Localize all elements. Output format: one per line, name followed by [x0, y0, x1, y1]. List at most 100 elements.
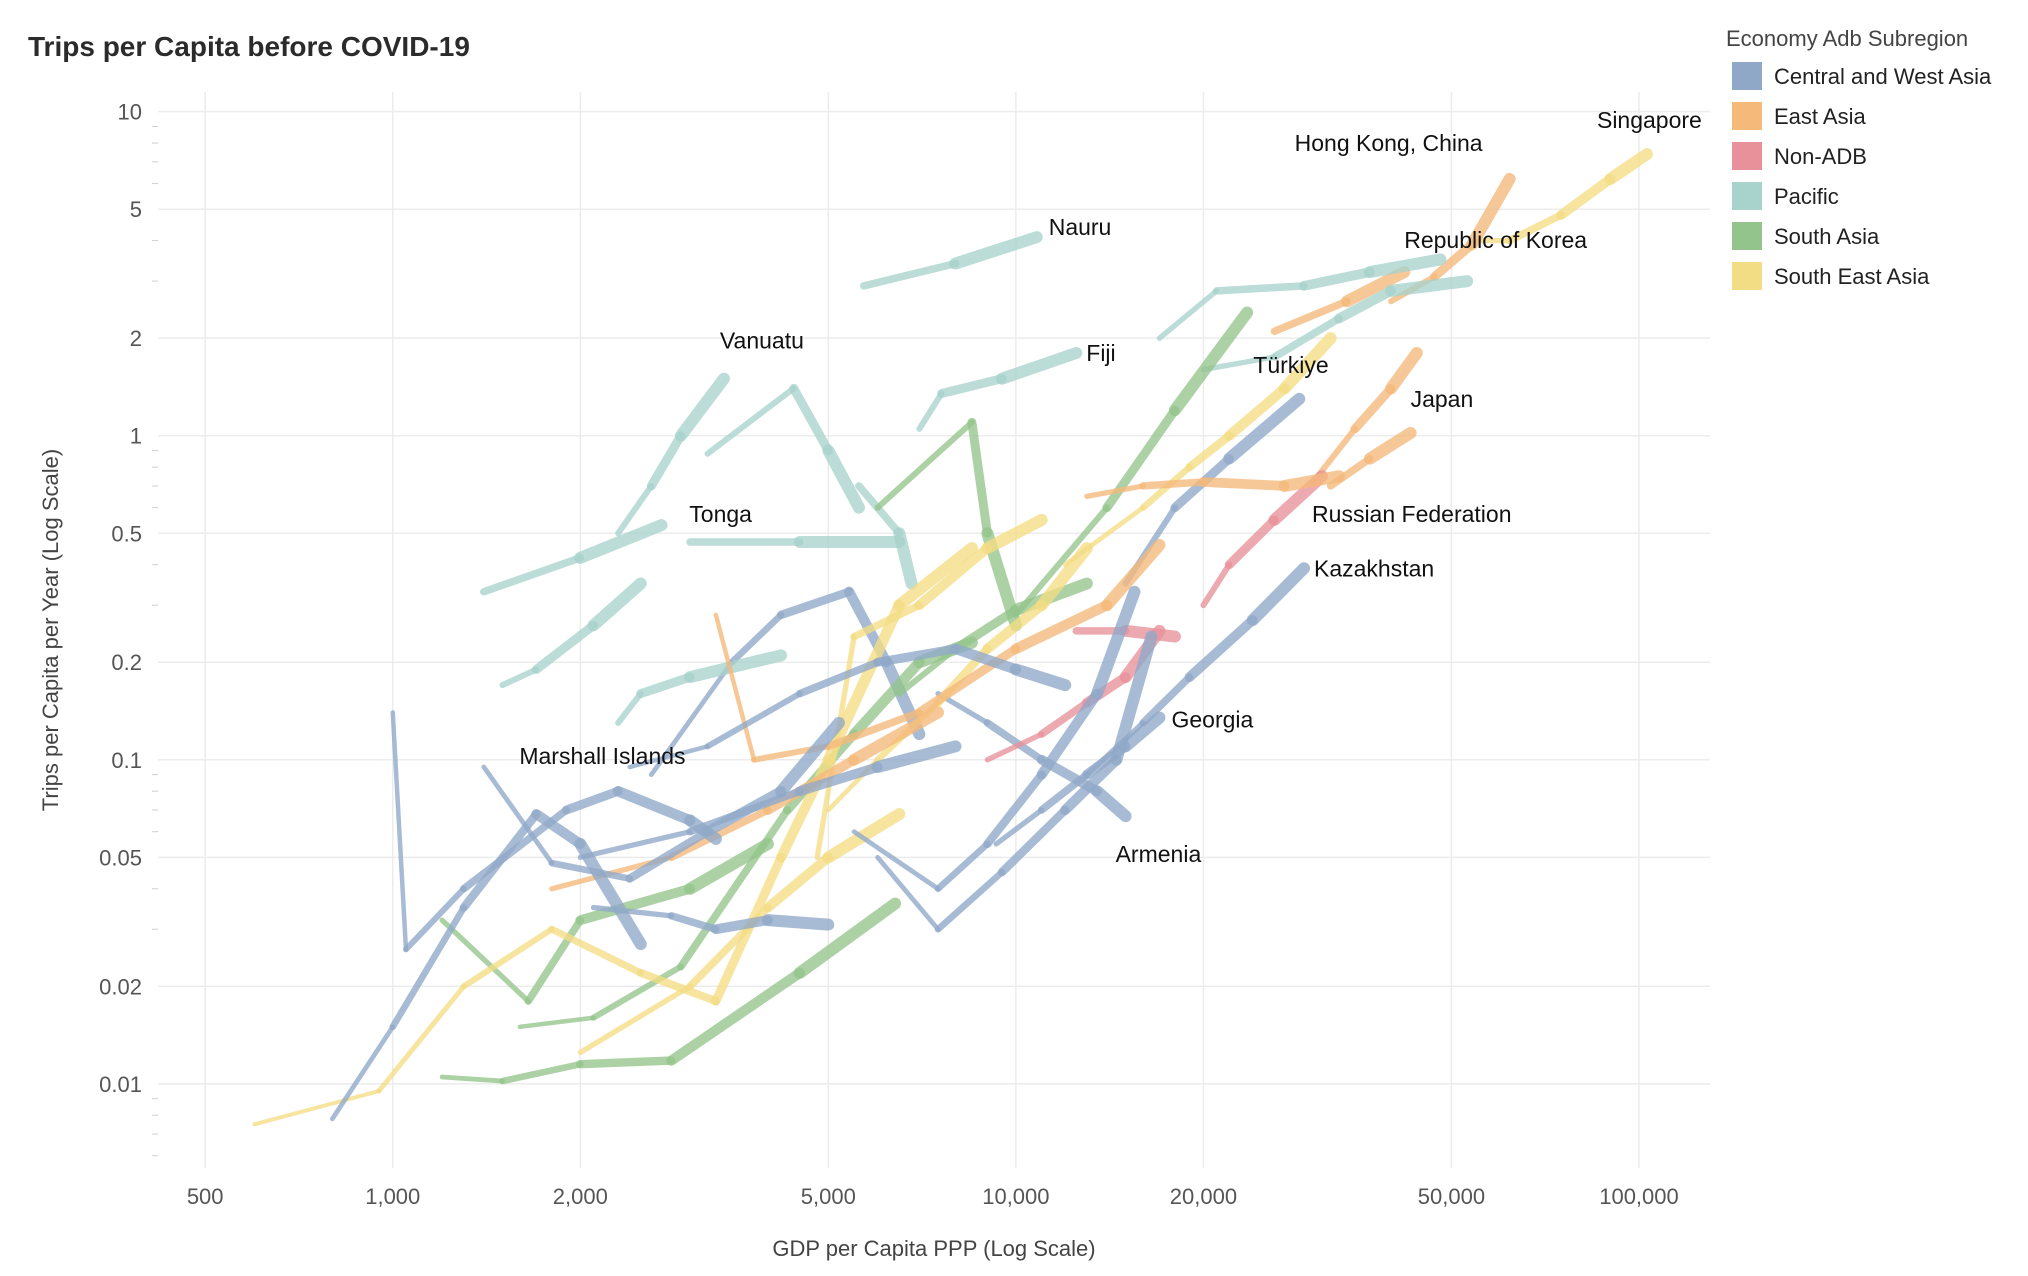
series-segment	[439, 1074, 505, 1084]
series-segment	[1184, 615, 1258, 682]
series-segment	[1224, 383, 1290, 441]
series-segment	[1430, 239, 1477, 282]
annotation-label: Japan	[1411, 386, 1474, 412]
series-segment	[934, 868, 1006, 933]
series-segment	[1334, 285, 1396, 324]
series-segment	[574, 837, 647, 951]
y-tick-label: 0.2	[111, 650, 142, 675]
annotation-label: Tonga	[689, 501, 752, 527]
y-tick-label: 0.5	[111, 521, 142, 546]
series-segment	[376, 983, 467, 1094]
series-segment	[1200, 561, 1233, 609]
series-segment	[674, 372, 730, 442]
legend: Economy Adb Subregion Central and West A…	[1726, 26, 1992, 290]
series-segment	[1037, 698, 1091, 738]
series-segment	[1091, 785, 1132, 823]
x-tick-label: 10,000	[982, 1184, 1049, 1209]
annotation-label: Hong Kong, China	[1295, 130, 1483, 156]
axis-ticks: 500 1,000 2,000 5,000 10,000 20,000 50,000 100,…	[99, 100, 1679, 1209]
series-segment	[848, 706, 945, 766]
series-segment	[1385, 275, 1474, 297]
series-segment	[1100, 539, 1166, 612]
y-tick-label: 0.01	[99, 1072, 142, 1097]
series-segment	[949, 231, 1043, 270]
x-tick-label: 20,000	[1170, 1184, 1237, 1209]
series-segment	[789, 383, 833, 456]
series-segment	[1350, 383, 1396, 434]
annotation-label: Singapore	[1597, 107, 1702, 133]
series-segment	[1299, 267, 1375, 291]
series-segment	[329, 1024, 396, 1122]
series-segment	[577, 983, 693, 1056]
y-tick-label: 0.1	[111, 748, 142, 773]
x-tick-label: 100,000	[1599, 1184, 1679, 1209]
y-tick-label: 5	[130, 197, 142, 222]
series-segment	[1278, 470, 1345, 492]
series-segment	[1385, 347, 1423, 395]
legend-label: East Asia	[1774, 104, 1866, 129]
series-segment	[704, 385, 797, 457]
legend-swatch	[1732, 62, 1762, 90]
series-lines	[252, 148, 1653, 1127]
x-axis-title: GDP per Capita PPP (Log Scale)	[772, 1236, 1095, 1261]
series-segment	[636, 968, 720, 1006]
grid	[158, 92, 1710, 1168]
series-segment	[615, 690, 644, 726]
series-segment	[1363, 253, 1447, 279]
series-segment	[984, 731, 1045, 763]
series-segment	[1091, 585, 1141, 700]
series-segment	[995, 347, 1083, 385]
series-segment	[576, 1056, 676, 1069]
x-tick-label: 1,000	[365, 1184, 420, 1209]
series-segment	[850, 601, 924, 641]
series-segment	[666, 967, 805, 1066]
series-segment	[590, 963, 684, 1021]
series-segment	[548, 859, 633, 882]
series-segment	[548, 925, 645, 977]
legend-swatch	[1732, 222, 1762, 250]
series-segment	[627, 744, 710, 770]
series-segment	[993, 807, 1045, 847]
series-segment	[873, 644, 960, 667]
series-segment	[1556, 174, 1616, 220]
series-segment	[1224, 515, 1279, 570]
series-segment	[982, 600, 1047, 654]
legend-swatch	[1732, 182, 1762, 210]
series-segment	[1110, 630, 1158, 766]
series-segment	[848, 656, 925, 740]
y-tick-label: 1	[130, 424, 142, 449]
series-segment	[1198, 477, 1290, 491]
series-segment	[1505, 211, 1565, 245]
annotation-label: Georgia	[1171, 707, 1253, 733]
series-segment	[1010, 599, 1113, 655]
series-segment	[775, 716, 845, 798]
y-tick-label: 10	[118, 100, 142, 125]
series-segment	[389, 904, 468, 1031]
series-segment	[763, 852, 834, 913]
x-tick-label: 500	[187, 1184, 224, 1209]
series-segment	[893, 527, 918, 590]
y-tick-label: 0.05	[99, 845, 142, 870]
annotation-label: Nauru	[1049, 214, 1112, 240]
series-segment	[1035, 542, 1093, 612]
series-segment	[914, 543, 993, 611]
series-segment	[871, 740, 962, 774]
legend-swatch	[1732, 262, 1762, 290]
series-segment	[1246, 562, 1311, 627]
series-segment	[937, 374, 1007, 398]
series-segment	[983, 719, 1046, 764]
series-segment	[1270, 314, 1343, 361]
legend-label: South East Asia	[1774, 264, 1930, 289]
series-segment	[677, 806, 792, 971]
series-segment	[851, 829, 941, 892]
series-segment	[1466, 172, 1516, 251]
plot-area	[158, 92, 1710, 1168]
series-segment	[531, 808, 586, 850]
series-segment	[934, 840, 991, 893]
annotation-label: Fiji	[1086, 340, 1115, 366]
series-segment	[636, 672, 695, 699]
series-segment	[824, 708, 924, 751]
series-segment	[761, 914, 835, 931]
series-segment	[612, 785, 696, 826]
series-segment	[710, 915, 773, 935]
